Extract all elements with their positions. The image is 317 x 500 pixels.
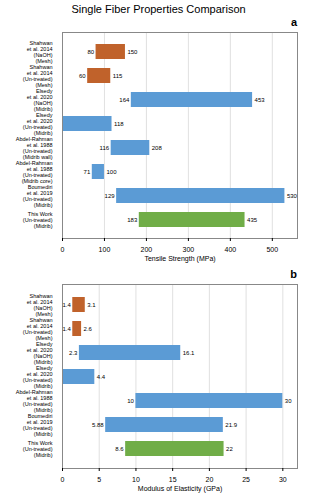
svg-text:1.4: 1.4 xyxy=(62,302,71,308)
svg-text:15: 15 xyxy=(169,476,177,483)
svg-text:21.9: 21.9 xyxy=(225,422,237,428)
svg-text:2.6: 2.6 xyxy=(84,326,93,332)
svg-text:10: 10 xyxy=(127,398,134,404)
svg-text:71: 71 xyxy=(84,169,91,175)
svg-text:200: 200 xyxy=(141,246,153,253)
svg-text:100: 100 xyxy=(106,169,117,175)
svg-text:453: 453 xyxy=(255,97,266,103)
svg-text:Elsedyet al. 2020(Un-treated)(: Elsedyet al. 2020(Un-treated)(Midrib) xyxy=(23,112,53,135)
svg-text:300: 300 xyxy=(183,246,195,253)
html-text:Single Fiber Properties Compar: Single Fiber Properties Comparison xyxy=(71,3,246,15)
svg-text:Boumediriet al. 2019(Un-treate: Boumediriet al. 2019(Un-treated)(Midrib) xyxy=(23,184,53,207)
svg-text:10: 10 xyxy=(132,476,140,483)
svg-text:500: 500 xyxy=(266,246,278,253)
svg-text:Abdel-Rahmanet al. 1988(Un-tre: Abdel-Rahmanet al. 1988(Un-treated)(Midr… xyxy=(16,136,53,159)
svg-text:Shahwanet al. 2014(Un-treated): Shahwanet al. 2014(Un-treated)(Mesh) xyxy=(23,64,53,87)
html-text:b: b xyxy=(290,268,297,280)
svg-text:115: 115 xyxy=(113,73,123,79)
svg-text:Abdel-Rahmanet al. 1988(Un-tre: Abdel-Rahmanet al. 1988(Un-treated)(Midr… xyxy=(16,389,53,412)
svg-text:20: 20 xyxy=(205,476,213,483)
html-text:a: a xyxy=(290,16,297,28)
svg-text:This Work(Un-treated)(Midrib): This Work(Un-treated)(Midrib) xyxy=(23,440,53,458)
svg-text:530: 530 xyxy=(287,193,298,199)
svg-text:30: 30 xyxy=(279,476,287,483)
svg-text:435: 435 xyxy=(247,217,258,223)
svg-text:2.3: 2.3 xyxy=(69,350,78,356)
svg-text:Shahwanet al. 2014(NaOH)(Mesh): Shahwanet al. 2014(NaOH)(Mesh) xyxy=(27,293,53,316)
svg-text:Elsedyet al. 2020(NaOH)(Midrib: Elsedyet al. 2020(NaOH)(Midrib) xyxy=(27,341,53,364)
svg-text:Shahwanet al. 2014(NaOH)(Mesh): Shahwanet al. 2014(NaOH)(Mesh) xyxy=(27,40,53,63)
svg-text:25: 25 xyxy=(242,476,250,483)
svg-text:Shahwanet al. 2014(Un-treated): Shahwanet al. 2014(Un-treated)(Mesh) xyxy=(23,317,53,340)
svg-text:22: 22 xyxy=(226,446,233,452)
svg-text:0: 0 xyxy=(61,246,65,253)
svg-text:118: 118 xyxy=(114,121,124,127)
svg-text:183: 183 xyxy=(127,217,138,223)
svg-text:Tensile Strength (MPa): Tensile Strength (MPa) xyxy=(144,255,215,263)
svg-text:4.4: 4.4 xyxy=(97,374,106,380)
svg-text:This Work(Un-treated)(Midrib): This Work(Un-treated)(Midrib) xyxy=(23,211,53,229)
svg-text:1.4: 1.4 xyxy=(62,326,71,332)
svg-text:150: 150 xyxy=(127,49,138,55)
svg-text:60: 60 xyxy=(79,73,86,79)
svg-text:3.1: 3.1 xyxy=(87,302,96,308)
svg-text:80: 80 xyxy=(87,49,94,55)
svg-text:Elsedyet al. 2020(NaOH)(Midrib: Elsedyet al. 2020(NaOH)(Midrib) xyxy=(27,88,53,111)
svg-text:16.1: 16.1 xyxy=(183,350,195,356)
svg-text:0: 0 xyxy=(61,476,65,483)
svg-text:129: 129 xyxy=(105,193,116,199)
svg-text:208: 208 xyxy=(152,145,163,151)
svg-text:100: 100 xyxy=(99,246,111,253)
svg-text:Boumediriet al. 2019(Un-treate: Boumediriet al. 2019(Un-treated)(Midrib) xyxy=(23,413,53,436)
svg-text:164: 164 xyxy=(119,97,130,103)
svg-text:116: 116 xyxy=(100,145,110,151)
svg-text:Abdel-Rahmanet al. 1988(Un-tre: Abdel-Rahmanet al. 1988(Un-treated)(Midr… xyxy=(16,160,53,183)
svg-text:Elsedyet al. 2020(Un-treated)(: Elsedyet al. 2020(Un-treated)(Midrib) xyxy=(23,365,53,388)
svg-text:5.88: 5.88 xyxy=(92,422,104,428)
svg-text:30: 30 xyxy=(285,398,292,404)
svg-text:400: 400 xyxy=(225,246,237,253)
svg-text:8.6: 8.6 xyxy=(115,446,124,452)
svg-text:Modulus of Elasticity (GPa): Modulus of Elasticity (GPa) xyxy=(138,485,222,493)
svg-text:5: 5 xyxy=(97,476,101,483)
